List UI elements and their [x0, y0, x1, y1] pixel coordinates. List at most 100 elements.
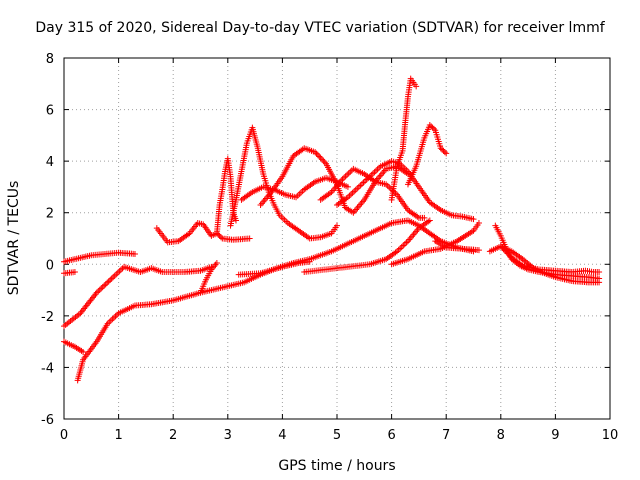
x-tick-label: 10: [602, 428, 619, 443]
data-point: [213, 259, 220, 266]
data-point: [104, 279, 111, 286]
data-point: [386, 184, 393, 191]
data-point: [397, 245, 404, 252]
series-track-16: [317, 165, 428, 221]
data-point: [246, 235, 253, 242]
data-point: [507, 253, 514, 260]
series-track-19: [404, 122, 450, 188]
data-point: [131, 250, 138, 257]
y-tick-label: 0: [46, 258, 54, 273]
data-point: [398, 243, 405, 250]
data-point: [475, 247, 482, 254]
data-point: [99, 284, 106, 291]
data-point: [596, 269, 603, 276]
data-point: [114, 269, 121, 276]
data-point: [400, 242, 407, 249]
data-point: [113, 271, 120, 278]
data-point: [351, 188, 358, 195]
y-tick-label: -4: [41, 361, 54, 376]
data-point: [215, 231, 222, 238]
series-track-18: [388, 75, 420, 203]
x-tick-label: 9: [551, 428, 559, 443]
grid-lines: [64, 58, 610, 419]
data-point: [312, 149, 319, 156]
x-tick-label: 1: [114, 428, 122, 443]
data-point: [505, 251, 512, 258]
data-point: [426, 122, 433, 129]
data-point: [216, 232, 223, 239]
data-point: [358, 180, 365, 187]
data-point: [429, 124, 436, 131]
data-point: [107, 317, 114, 324]
series-track-3: [61, 263, 215, 330]
y-tick-label: 8: [46, 52, 54, 67]
data-point: [428, 123, 435, 130]
data-point: [355, 183, 362, 190]
y-tick-label: 6: [46, 104, 54, 119]
data-point: [439, 146, 446, 153]
data-point: [348, 167, 355, 174]
data-point: [314, 152, 321, 159]
data-point: [102, 281, 109, 288]
x-tick-label: 3: [224, 428, 232, 443]
data-point: [503, 249, 510, 256]
data-point: [112, 313, 119, 320]
series-track-17: [334, 158, 477, 223]
series-track-1: [61, 249, 138, 265]
data-point: [497, 243, 504, 250]
data-point: [401, 241, 408, 248]
data-point: [344, 183, 351, 190]
series-track-10: [432, 238, 482, 254]
x-tick-label: 7: [442, 428, 450, 443]
data-point: [500, 246, 507, 253]
data-point: [101, 282, 108, 289]
data-point: [93, 289, 100, 296]
data-point: [349, 189, 356, 196]
chart-title: Day 315 of 2020, Sidereal Day-to-day VTE…: [35, 20, 605, 36]
data-point: [360, 179, 367, 186]
data-point: [403, 239, 410, 246]
data-point: [413, 83, 420, 90]
x-axis-label: GPS time / hours: [278, 458, 395, 474]
data-point: [441, 149, 448, 156]
data-point: [107, 276, 114, 283]
series-track-6: [74, 217, 477, 384]
data-point: [443, 150, 450, 157]
data-point: [342, 173, 349, 180]
data-point: [318, 156, 325, 163]
y-tick-label: 4: [46, 155, 54, 170]
data-point: [232, 217, 239, 224]
data-point: [217, 234, 224, 241]
data-point: [321, 159, 328, 166]
series-track-11: [153, 220, 253, 246]
series-track-7: [235, 258, 313, 278]
data-point: [440, 147, 447, 154]
data-point: [110, 274, 117, 281]
data-point: [96, 286, 103, 293]
series-track-5: [61, 338, 87, 355]
data-point: [354, 185, 361, 192]
data-point: [371, 169, 378, 176]
x-tick-label: 6: [387, 428, 395, 443]
data-point: [95, 288, 102, 295]
data-point: [317, 154, 324, 161]
data-point: [345, 170, 352, 177]
data-point: [501, 247, 508, 254]
data-point: [306, 258, 313, 265]
data-point: [98, 285, 105, 292]
data-point: [504, 250, 511, 257]
data-point: [320, 157, 327, 164]
data-point: [344, 171, 351, 178]
data-point: [373, 167, 379, 174]
data-point: [106, 319, 113, 326]
axis-ticks: 0 1 2 3 4 5 6 7 8 9 10 -6 -4 -2 0 2 4 6 8: [41, 52, 618, 443]
data-point: [109, 316, 116, 323]
data-point: [313, 150, 320, 157]
data-point: [316, 153, 323, 160]
data-point: [437, 145, 444, 152]
x-tick-label: 0: [60, 428, 68, 443]
data-point: [596, 279, 603, 286]
series-track-13: [227, 124, 340, 242]
x-tick-label: 5: [333, 428, 341, 443]
